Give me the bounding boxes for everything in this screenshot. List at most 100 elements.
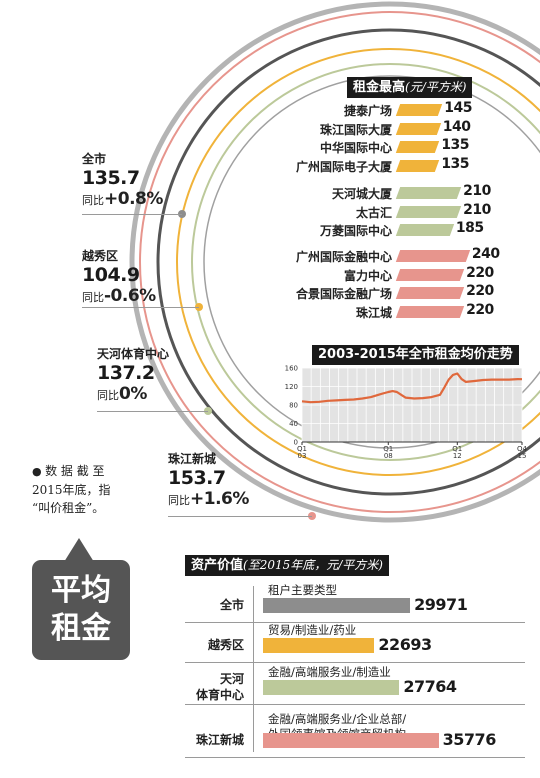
stat-name: 珠江新城 — [168, 452, 217, 466]
rank-bar — [395, 141, 440, 153]
x-tick-label: 12 — [453, 452, 462, 460]
top-rent-header: 租金最高(元/平方米) — [347, 77, 473, 98]
rank-value: 220 — [466, 301, 494, 318]
rank-value: 135 — [441, 155, 470, 172]
x-tick-label: 08 — [384, 452, 393, 460]
change-label: 同比 — [82, 194, 104, 207]
rank-item-name: 合景国际金融广场 — [295, 287, 392, 301]
rank-item-name: 广州国际金融中心 — [295, 250, 392, 264]
data-note: ● 数 据 截 至 2015年底，指 “叫价租金”。 — [32, 462, 158, 517]
top-rent-chart: 捷泰广场 145 珠江国际大厦 140 中华国际中心 135 广州国际电子大厦 135 天河城大… — [0, 0, 540, 330]
x-tick-label: Q1 — [297, 445, 307, 453]
rank-item-name: 珠江国际大厦 — [319, 122, 392, 137]
rank-bar — [395, 205, 462, 218]
ring-yellow — [176, 48, 540, 476]
y-tick-label: 0 — [294, 439, 298, 447]
x-tick-label: Q4 — [517, 445, 528, 453]
trend-series-line — [301, 372, 523, 404]
rank-item-name: 万菱国际中心 — [319, 224, 392, 238]
stat-change: 同比0% — [97, 384, 169, 404]
marker-dot-yuexiu — [195, 303, 203, 311]
ring-dark — [156, 28, 540, 496]
rank-bar — [395, 187, 462, 199]
stat-line-zhujiang — [168, 516, 312, 517]
asset-value-unit: (至2015年底，元/平方米) — [243, 558, 383, 572]
rank-item-name: 富力中心 — [343, 268, 392, 283]
rank-item-name: 天河城大厦 — [331, 187, 392, 201]
rank-item-name: 太古汇 — [355, 205, 392, 220]
stat-value: 153.7 — [168, 467, 226, 489]
rank-item-name: 珠江城 — [355, 305, 392, 320]
x-tick-label: Q1 — [383, 445, 393, 453]
stat-change: 同比+0.8% — [82, 189, 163, 209]
ring-pink — [139, 11, 540, 513]
marker-dot-tianhe — [204, 407, 212, 415]
marker-dot-zhujiang — [308, 512, 316, 520]
stat-value: 137.2 — [97, 362, 155, 384]
y-tick-label: 120 — [285, 383, 298, 391]
ring-green — [191, 63, 540, 461]
rank-value: 220 — [466, 264, 494, 281]
stat-yuexiu: 越秀区 104.9 同比-0.6% — [82, 247, 156, 306]
stat-change: 同比-0.6% — [82, 286, 156, 306]
x-tick-label: 15 — [518, 452, 527, 460]
rank-bar — [395, 287, 465, 299]
marker-dot-city — [178, 210, 186, 218]
rank-bar — [395, 159, 440, 172]
y-tick-label: 160 — [285, 365, 298, 373]
ring-outer-grey — [129, 1, 540, 523]
badge-line: 平均 — [51, 573, 111, 608]
asset-value-header: 资产价值(至2015年底，元/平方米) — [185, 555, 389, 576]
change-value: 0% — [119, 384, 147, 404]
asset-value-title: 资产价值 — [191, 558, 244, 573]
rank-value: 210 — [463, 201, 491, 218]
change-label: 同比 — [168, 494, 190, 507]
stat-zhujiang: 珠江新城 153.7 同比+1.6% — [168, 450, 249, 509]
top-rent-unit: (元/平方米) — [405, 80, 467, 94]
rank-bar — [395, 250, 471, 262]
rank-value: 145 — [444, 100, 472, 116]
top-rent-title: 租金最高 — [353, 80, 406, 95]
stat-tianhe: 天河体育中心 137.2 同比0% — [97, 345, 169, 404]
change-value: +1.6% — [190, 489, 249, 509]
rank-value: 140 — [442, 118, 471, 135]
rank-value: 240 — [471, 246, 500, 262]
change-value: +0.8% — [104, 189, 163, 209]
stat-change: 同比+1.6% — [168, 489, 249, 509]
stat-city: 全市 135.7 同比+0.8% — [82, 150, 163, 209]
rank-bar — [395, 305, 465, 318]
rank-bar — [395, 122, 441, 135]
badge-line: 租金 — [51, 611, 111, 646]
y-tick-label: 80 — [289, 402, 298, 410]
stat-value: 104.9 — [82, 264, 140, 286]
rank-bar — [395, 224, 455, 236]
note-line: ● 数 据 截 至 — [32, 464, 105, 478]
rank-bar — [395, 268, 465, 281]
rank-value: 135 — [441, 137, 470, 153]
change-label: 同比 — [97, 389, 119, 402]
badge-average-rent: 平均 租金 — [32, 560, 130, 660]
stat-value: 135.7 — [82, 167, 140, 189]
badge-pointer-icon — [64, 538, 94, 562]
rank-item-name: 中华国际中心 — [319, 141, 392, 155]
change-label: 同比 — [82, 291, 104, 304]
trend-title: 2003-2015年全市租金均价走势 — [318, 347, 513, 362]
stat-name: 天河体育中心 — [97, 347, 170, 361]
stat-name: 全市 — [82, 152, 107, 166]
rank-value: 220 — [466, 283, 494, 299]
y-tick-label: 40 — [289, 420, 298, 428]
rank-value: 185 — [455, 220, 484, 236]
rank-value: 210 — [463, 183, 491, 199]
bullet-dot-icon: ● — [32, 465, 46, 478]
stat-line-yuexiu — [82, 307, 199, 308]
trend-header: 2003-2015年全市租金均价走势 — [312, 345, 519, 365]
x-tick-label: Q1 — [452, 445, 462, 453]
rank-item-name: 广州国际电子大厦 — [295, 159, 392, 174]
note-line: “叫价租金”。 — [32, 501, 105, 515]
rank-bar — [395, 104, 443, 116]
stat-name: 越秀区 — [82, 249, 119, 263]
rank-item-name: 捷泰广场 — [343, 104, 392, 118]
stat-line-city — [82, 214, 182, 215]
